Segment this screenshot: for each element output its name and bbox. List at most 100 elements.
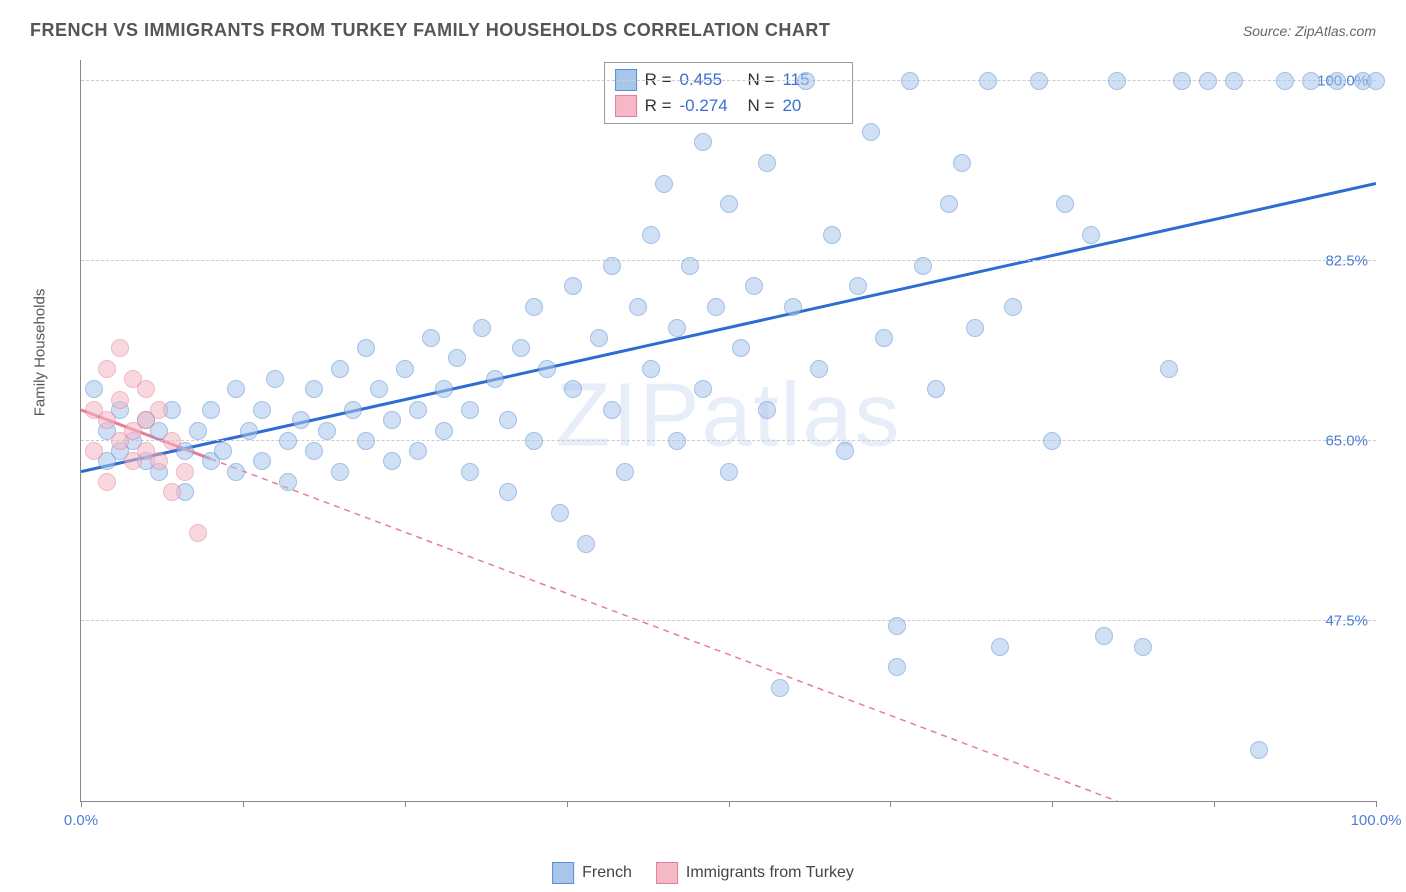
- scatter-point-french: [461, 463, 479, 481]
- scatter-point-french: [461, 401, 479, 419]
- bottom-legend: French Immigrants from Turkey: [552, 862, 854, 884]
- y-tick-label: 82.5%: [1325, 252, 1368, 269]
- y-tick-label: 47.5%: [1325, 612, 1368, 629]
- scatter-point-french: [1199, 72, 1217, 90]
- scatter-point-french: [525, 298, 543, 316]
- legend-item-turkey: Immigrants from Turkey: [656, 862, 854, 884]
- scatter-point-turkey: [111, 391, 129, 409]
- scatter-point-turkey: [150, 401, 168, 419]
- scatter-point-french: [979, 72, 997, 90]
- scatter-point-french: [694, 380, 712, 398]
- scatter-point-french: [292, 411, 310, 429]
- scatter-point-french: [914, 257, 932, 275]
- scatter-point-french: [577, 535, 595, 553]
- n-value-turkey: 20: [782, 96, 842, 116]
- scatter-point-french: [681, 257, 699, 275]
- scatter-point-french: [862, 123, 880, 141]
- trend-lines-layer: [81, 60, 1376, 801]
- scatter-point-french: [473, 319, 491, 337]
- scatter-point-french: [370, 380, 388, 398]
- x-tick-mark: [1376, 801, 1377, 807]
- chart-container: Family Households ZIPatlas R = 0.455 N =…: [50, 60, 1376, 832]
- scatter-point-french: [525, 432, 543, 450]
- x-tick-mark: [729, 801, 730, 807]
- scatter-point-french: [888, 658, 906, 676]
- gridline: [81, 620, 1376, 621]
- scatter-point-turkey: [98, 473, 116, 491]
- scatter-point-french: [758, 401, 776, 419]
- scatter-point-french: [227, 463, 245, 481]
- scatter-point-french: [1108, 72, 1126, 90]
- scatter-point-french: [720, 195, 738, 213]
- scatter-point-french: [331, 360, 349, 378]
- scatter-point-french: [629, 298, 647, 316]
- scatter-point-french: [836, 442, 854, 460]
- scatter-point-french: [396, 360, 414, 378]
- scatter-point-french: [279, 473, 297, 491]
- scatter-point-french: [694, 133, 712, 151]
- legend-item-french: French: [552, 862, 632, 884]
- scatter-point-french: [1030, 72, 1048, 90]
- scatter-point-french: [538, 360, 556, 378]
- scatter-point-french: [1160, 360, 1178, 378]
- r-value-turkey: -0.274: [680, 96, 740, 116]
- scatter-point-french: [357, 339, 375, 357]
- scatter-point-french: [810, 360, 828, 378]
- x-tick-label: 0.0%: [64, 812, 98, 829]
- scatter-point-french: [875, 329, 893, 347]
- chart-title: FRENCH VS IMMIGRANTS FROM TURKEY FAMILY …: [30, 20, 830, 41]
- gridline: [81, 440, 1376, 441]
- scatter-point-french: [435, 380, 453, 398]
- scatter-point-french: [797, 72, 815, 90]
- x-tick-mark: [405, 801, 406, 807]
- scatter-point-french: [707, 298, 725, 316]
- scatter-point-french: [732, 339, 750, 357]
- scatter-point-french: [422, 329, 440, 347]
- scatter-point-french: [409, 401, 427, 419]
- scatter-point-french: [512, 339, 530, 357]
- scatter-point-french: [85, 380, 103, 398]
- scatter-point-french: [966, 319, 984, 337]
- scatter-point-french: [240, 422, 258, 440]
- scatter-point-french: [823, 226, 841, 244]
- scatter-point-french: [189, 422, 207, 440]
- scatter-point-turkey: [98, 360, 116, 378]
- scatter-point-french: [668, 432, 686, 450]
- scatter-point-turkey: [98, 411, 116, 429]
- scatter-point-turkey: [189, 524, 207, 542]
- legend-swatch-turkey: [656, 862, 678, 884]
- scatter-point-french: [499, 483, 517, 501]
- legend-swatch-french: [552, 862, 574, 884]
- x-tick-mark: [890, 801, 891, 807]
- x-tick-mark: [567, 801, 568, 807]
- scatter-point-french: [1302, 72, 1320, 90]
- y-axis-label: Family Households: [32, 289, 49, 417]
- scatter-point-french: [253, 401, 271, 419]
- scatter-point-french: [1328, 72, 1346, 90]
- source-label: Source: ZipAtlas.com: [1243, 23, 1376, 39]
- scatter-point-french: [344, 401, 362, 419]
- scatter-point-french: [784, 298, 802, 316]
- x-tick-mark: [1214, 801, 1215, 807]
- x-tick-mark: [1052, 801, 1053, 807]
- scatter-point-french: [758, 154, 776, 172]
- scatter-point-french: [927, 380, 945, 398]
- scatter-point-french: [551, 504, 569, 522]
- scatter-point-french: [668, 319, 686, 337]
- scatter-point-turkey: [150, 452, 168, 470]
- scatter-point-french: [940, 195, 958, 213]
- y-tick-label: 65.0%: [1325, 432, 1368, 449]
- scatter-point-french: [253, 452, 271, 470]
- scatter-point-french: [564, 380, 582, 398]
- scatter-point-french: [849, 277, 867, 295]
- x-tick-mark: [243, 801, 244, 807]
- scatter-point-french: [564, 277, 582, 295]
- scatter-point-french: [590, 329, 608, 347]
- chart-header: FRENCH VS IMMIGRANTS FROM TURKEY FAMILY …: [0, 0, 1406, 51]
- scatter-point-french: [331, 463, 349, 481]
- scatter-point-french: [1276, 72, 1294, 90]
- scatter-point-french: [901, 72, 919, 90]
- scatter-point-french: [1225, 72, 1243, 90]
- legend-label-french: French: [582, 864, 632, 882]
- scatter-point-french: [642, 360, 660, 378]
